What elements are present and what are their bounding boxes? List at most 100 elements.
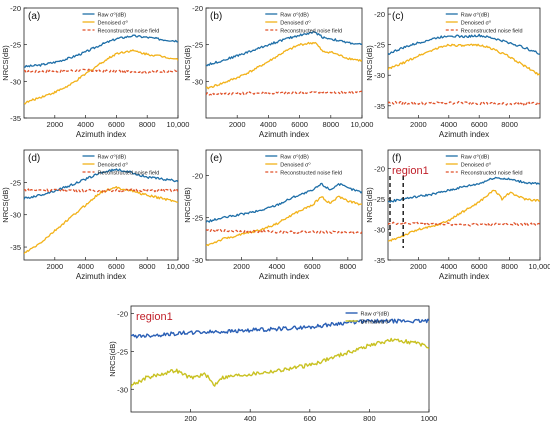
legend: Raw σ⁰(dB)Denoised σ⁰ Reconstructed noise… [265,154,342,177]
y-tick-label: -25 [10,178,21,187]
chart-panel-e: -20 -25 -30 2000 4000 6000 8000 NRCS(dB) Azimuth… [183,149,363,281]
x-tick-label: 8000 [322,120,339,129]
legend-label: Denoised σ⁰ [280,162,311,169]
series-group [24,168,178,255]
legend-label: Reconstructed noise field [461,29,523,35]
series-denoised-line [388,43,540,76]
x-tick-label: 8000 [339,262,356,271]
x-tick-label: 8000 [501,262,518,271]
legend-label: Denoised σ⁰ [461,162,492,169]
panel-label: (e) [210,153,222,164]
x-tick-label: 6000 [291,120,308,129]
plot-frame [205,149,363,261]
x-tick-label: 4000 [440,120,457,129]
x-tick-label: 200 [184,414,197,423]
series-group [388,176,540,242]
legend-label: Denoised σ⁰ [461,20,492,27]
y-tick-label: -35 [10,114,21,123]
legend-label: Reconstructed noise field [98,171,160,177]
y-tick-label: -35 [374,256,385,265]
y-tick-label: -35 [374,102,385,111]
y-tick-label: -25 [10,41,21,50]
panel-label: (c) [392,11,404,22]
series-raw-line [388,33,540,56]
y-tick-label: -30 [192,77,203,86]
legend-label: Reconstructed noise field [280,29,342,35]
x-tick-label: 600 [304,414,317,423]
x-tick-label: 4000 [260,120,277,129]
legend-label: Raw σ⁰(dB) [280,154,309,161]
panel-label: (d) [28,153,40,164]
y-tick-label: -25 [374,195,385,204]
y-tick-label: -20 [374,10,385,19]
x-tick-label: 8000 [139,262,156,271]
y-tick-label: -25 [374,41,385,50]
y-axis-label: NRCS(dB) [1,45,10,81]
legend-label: Denoised σ⁰ [280,20,311,27]
legend-label: Denoised σ⁰ [98,162,129,169]
legend-label: Raw σ⁰(dB) [361,311,390,318]
x-tick-label: 8000 [501,120,518,129]
series-raw-line [24,168,178,200]
y-tick-label: -30 [117,385,128,394]
y-tick-label: -25 [192,214,203,223]
y-tick-label: -20 [192,171,203,180]
y-tick-label: -25 [117,347,128,356]
x-tick-label: 2000 [46,120,63,129]
x-axis-label: Azimuth index [439,272,489,281]
x-tick-label: 10,000 [351,120,374,129]
series-group [388,33,540,106]
legend-label: Reconstructed noise field [98,29,160,35]
legend: Raw σ⁰(dB)Denoised σ⁰ Reconstructed noise… [445,154,523,177]
plot-frame [130,305,430,413]
x-axis-label: Azimuth index [439,130,489,139]
series-noise-line [206,228,362,235]
x-axis-label: Azimuth index [76,272,126,281]
x-tick-label: 4000 [77,120,94,129]
series-group [206,182,362,247]
x-tick-label: 4000 [440,262,457,271]
x-tick-label: 10,000 [167,120,190,129]
y-tick-label: -20 [192,4,203,13]
x-axis-label: Azimuth index [259,130,309,139]
y-tick-label: -20 [117,310,128,319]
plot-frame [387,7,541,119]
region-label: region1 [392,165,429,177]
x-tick-label: 6000 [108,120,125,129]
y-tick-label: -30 [374,71,385,80]
x-tick-label: 6000 [471,262,488,271]
chart-panel-a: -20 -25 -30 -35 2000 4000 6000 8000 10,000 NRCS(d… [1,4,189,139]
plot-frame [205,7,363,119]
y-axis-label: NRCS(dB) [108,341,117,377]
legend: Raw σ⁰(dB)Denoised σ⁰ [345,311,392,326]
series-noise-line [24,188,178,193]
series-raw-line [206,31,362,67]
series-denoised-line [131,337,429,388]
series-group [206,31,362,96]
legend: Raw σ⁰(dB)Denoised σ⁰ Reconstructed noise… [82,154,160,177]
y-axis-label: NRCS(dB) [1,187,10,223]
legend-label: Raw σ⁰(dB) [461,154,490,161]
x-tick-label: 6000 [304,262,321,271]
chart-panel-d: -25 -30 -35 2000 4000 6000 8000 10,000 NRCS(dB) A… [1,149,189,281]
x-tick-label: 8000 [139,120,156,129]
series-raw-line [24,34,178,68]
chart-panel-zoom: -20 -25 -30 200 400 600 800 1000 NRCS(dB) Raw σ⁰(… [108,305,437,423]
series-noise-line [388,100,540,106]
series-noise-line [24,68,178,74]
legend-label: Raw σ⁰(dB) [280,12,309,19]
legend-label: Raw σ⁰(dB) [98,12,127,19]
x-tick-label: 2000 [410,262,427,271]
legend: Raw σ⁰(dB)Denoised σ⁰ Reconstructed noise… [445,12,523,35]
legend: Raw σ⁰(dB)Denoised σ⁰ Reconstructed noise… [82,12,160,35]
series-raw-line [206,182,362,223]
x-tick-label: 2000 [46,262,63,271]
panel-label: (f) [392,153,401,164]
chart-panel-b: -20 -25 -30 2000 4000 6000 8000 10,000 NRCS(dB) A… [183,4,373,139]
legend-label: Raw σ⁰(dB) [461,12,490,19]
region-label: region1 [136,311,173,323]
x-tick-label: 2000 [229,120,246,129]
y-axis-label: NRCS(dB) [365,187,374,223]
series-raw-line [131,318,429,339]
